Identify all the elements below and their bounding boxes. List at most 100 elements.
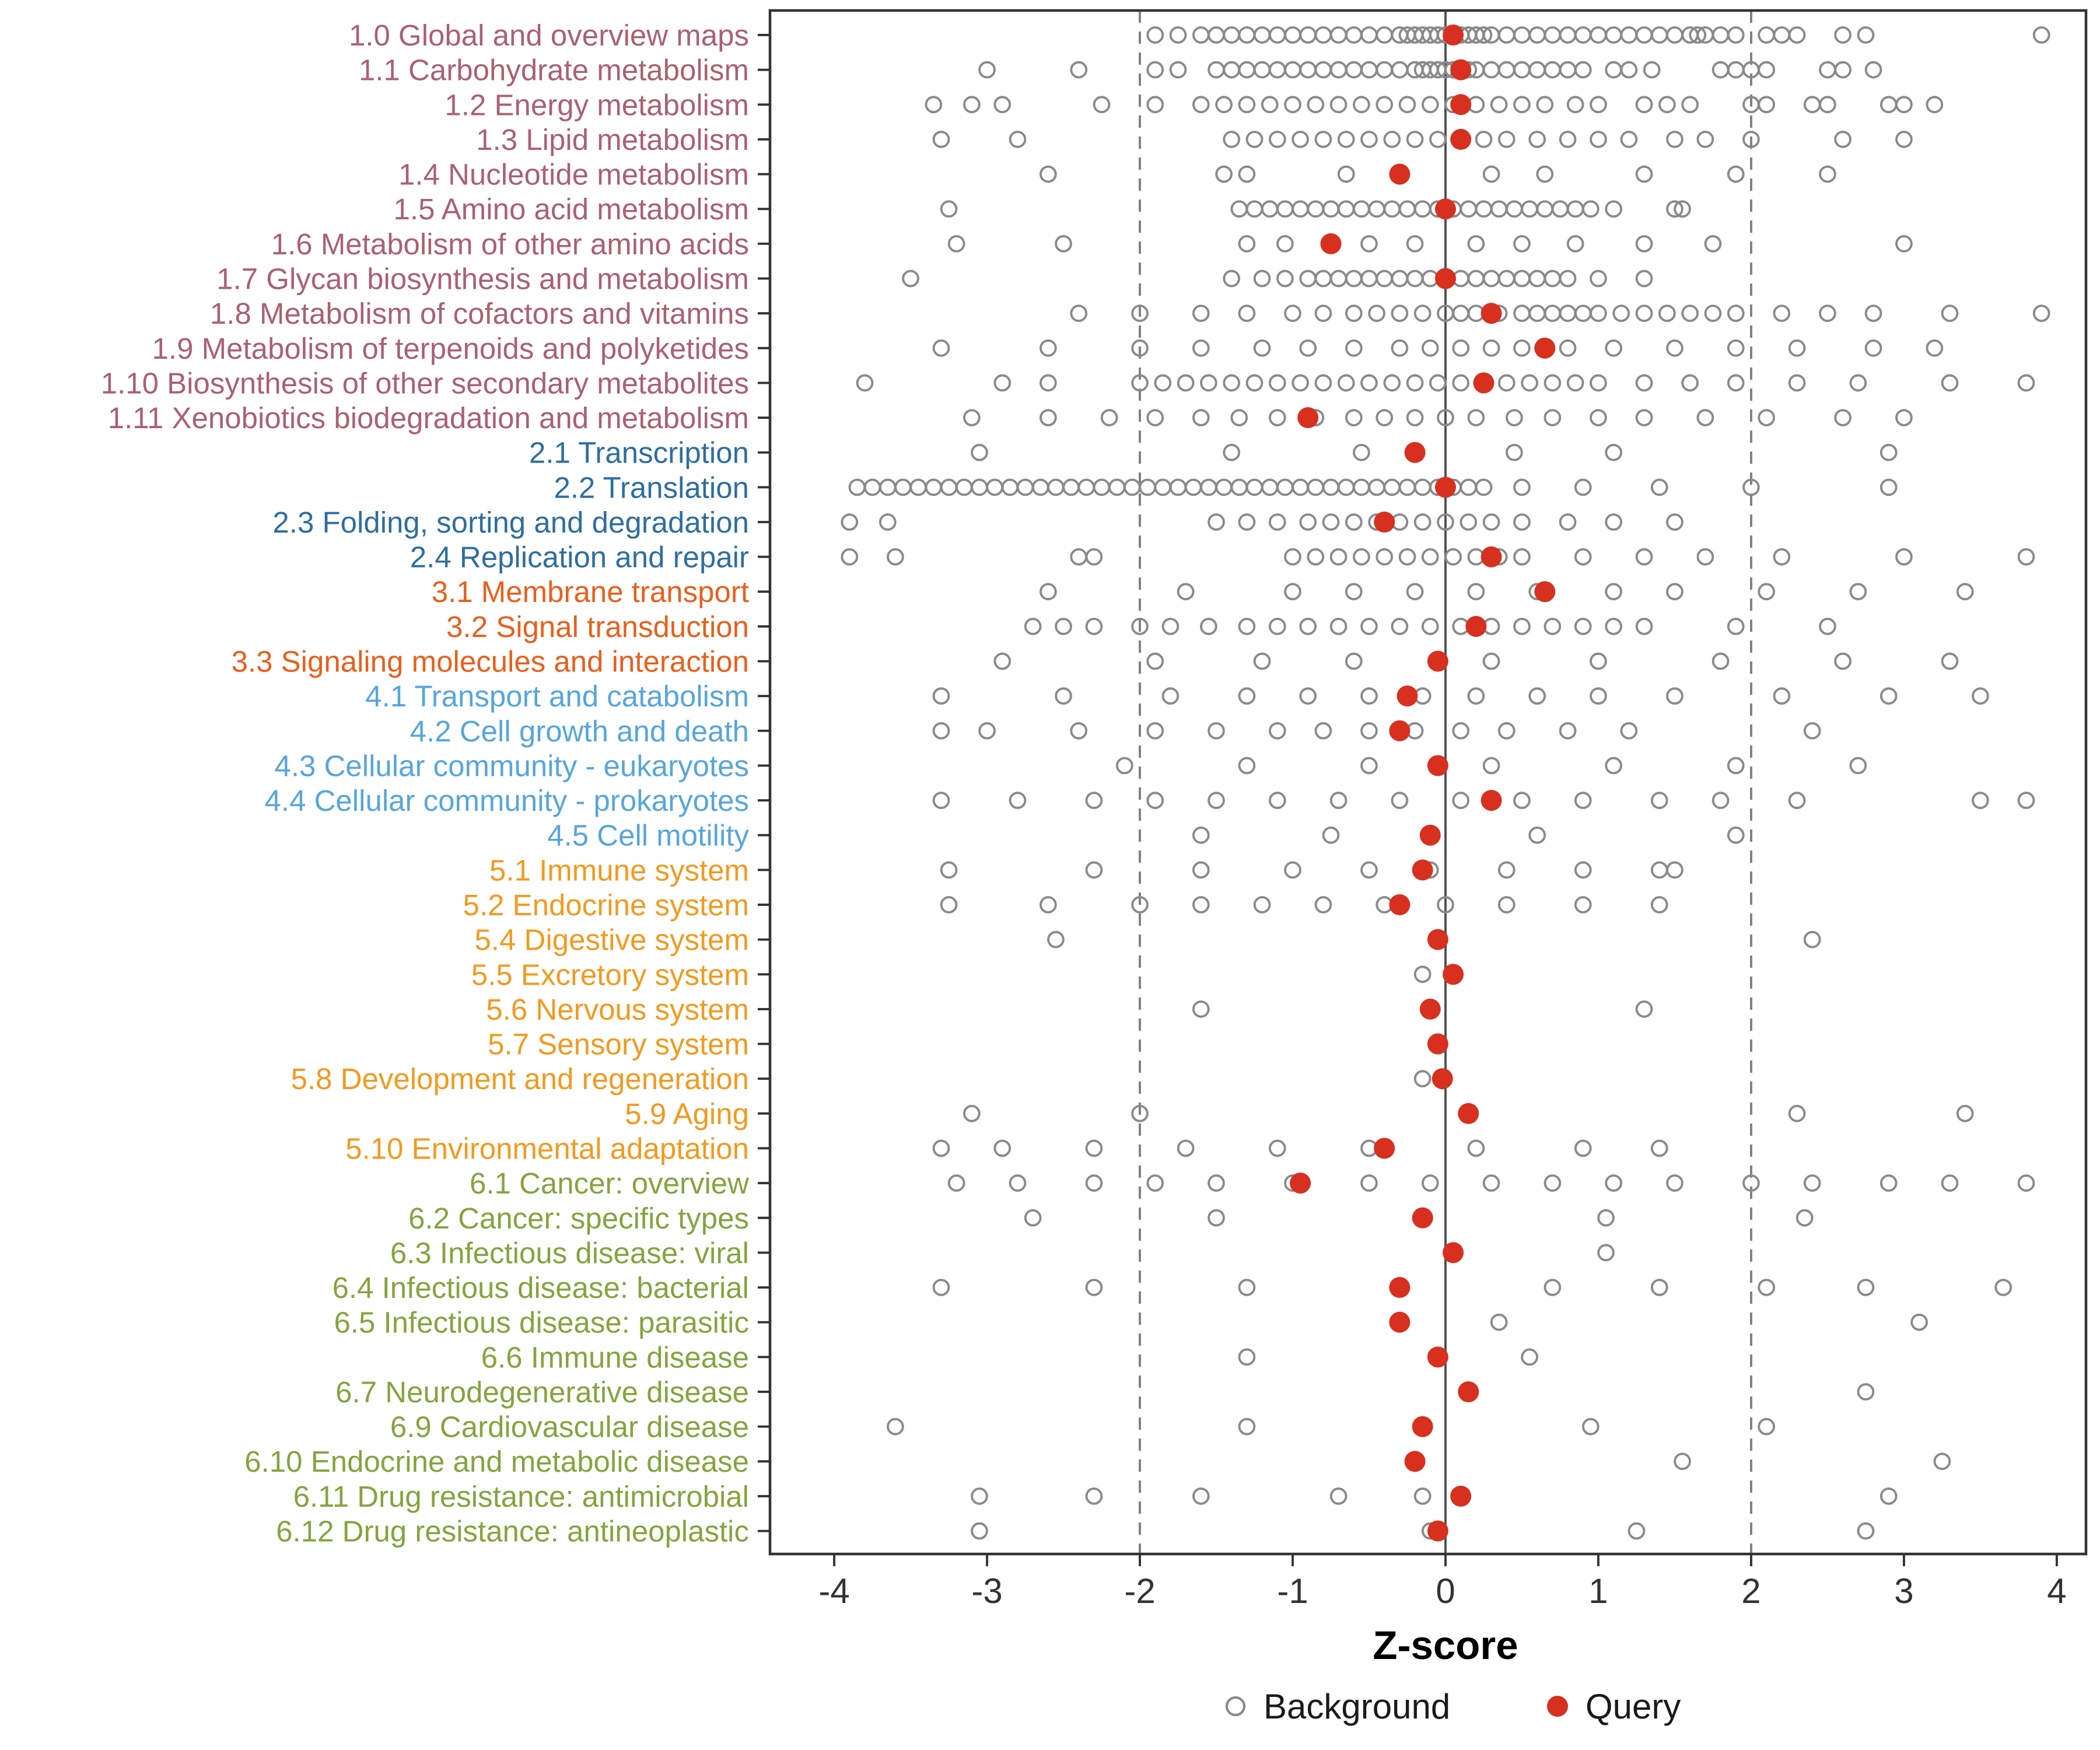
background-point <box>1460 200 1478 218</box>
background-point <box>1169 478 1187 496</box>
y-axis-label: 4.3 Cellular community - eukaryotes <box>275 749 750 782</box>
background-point <box>1429 374 1447 392</box>
x-tick-label: -4 <box>818 1572 849 1611</box>
background-point <box>1742 131 1760 148</box>
background-point <box>1253 339 1271 357</box>
background-point <box>1329 61 1348 79</box>
background-point <box>1727 26 1745 44</box>
query-point <box>1443 24 1464 46</box>
background-point <box>1857 1383 1875 1401</box>
background-point <box>1467 270 1485 288</box>
background-point <box>1452 339 1470 357</box>
background-point <box>1590 96 1607 114</box>
background-point <box>1360 722 1378 740</box>
background-point <box>1299 618 1317 635</box>
query-point <box>1458 1381 1479 1402</box>
background-point <box>1597 1209 1615 1227</box>
background-point <box>1085 1139 1103 1157</box>
background-point <box>1467 235 1485 253</box>
query-point <box>1427 650 1448 672</box>
background-point <box>1391 618 1409 635</box>
background-point <box>1497 131 1516 148</box>
background-point <box>1184 478 1202 496</box>
background-point <box>1559 270 1577 288</box>
background-point <box>1215 478 1233 496</box>
y-axis-label: 1.3 Lipid metabolism <box>476 123 749 156</box>
background-point <box>1215 165 1233 183</box>
y-axis-label: 6.5 Infectious disease: parasitic <box>334 1306 749 1339</box>
background-point <box>1513 513 1531 531</box>
background-point <box>1513 61 1531 79</box>
x-tick-label: -3 <box>971 1572 1002 1611</box>
background-point <box>1880 687 1898 705</box>
background-point <box>1391 61 1409 79</box>
background-point <box>1299 26 1317 44</box>
background-point <box>1590 409 1607 426</box>
query-point <box>1450 1485 1472 1507</box>
background-point <box>1497 61 1516 79</box>
background-point <box>1192 339 1210 357</box>
background-point <box>1284 26 1301 44</box>
background-point <box>1421 548 1439 566</box>
background-point <box>932 339 950 357</box>
background-point <box>1803 96 1821 114</box>
query-point <box>1412 859 1433 881</box>
background-point <box>1536 165 1554 183</box>
x-tick-label: 4 <box>2047 1572 2066 1611</box>
background-point <box>1040 339 1057 357</box>
background-point <box>1864 304 1882 322</box>
background-point <box>1605 339 1623 357</box>
background-point <box>902 270 919 288</box>
background-point <box>1933 1452 1951 1471</box>
background-point <box>1574 61 1592 79</box>
background-point <box>1566 374 1584 392</box>
background-point <box>1253 270 1271 288</box>
query-point <box>1480 546 1502 568</box>
background-point <box>1200 374 1217 392</box>
background-point <box>1513 235 1531 253</box>
background-point <box>878 513 897 531</box>
background-point <box>1284 861 1301 879</box>
background-point <box>887 1418 904 1436</box>
background-point <box>1834 26 1852 44</box>
background-point <box>1727 61 1745 79</box>
background-point <box>1085 861 1103 879</box>
background-point <box>1666 339 1684 357</box>
background-point <box>909 478 928 496</box>
background-point <box>993 1139 1012 1157</box>
background-point <box>1574 26 1592 44</box>
background-point <box>1055 687 1072 705</box>
query-point <box>1534 581 1556 603</box>
background-point <box>1284 61 1301 79</box>
background-point <box>1475 478 1493 496</box>
query-point <box>1427 1033 1448 1055</box>
background-point <box>1497 722 1516 740</box>
background-point <box>1307 200 1325 218</box>
background-point <box>1345 513 1363 531</box>
background-point <box>1238 26 1256 44</box>
background-point <box>1139 478 1156 496</box>
y-axis-label: 5.9 Aging <box>625 1097 749 1130</box>
background-point <box>1208 722 1225 740</box>
background-point <box>1360 270 1378 288</box>
background-point <box>1070 548 1088 566</box>
background-point <box>1337 200 1355 218</box>
legend-background-icon <box>1225 1696 1246 1717</box>
query-point <box>1320 233 1342 254</box>
background-point <box>1497 374 1516 392</box>
background-point <box>1360 374 1378 392</box>
background-point <box>971 1522 988 1540</box>
background-point <box>971 443 988 461</box>
background-point <box>1758 26 1775 44</box>
background-point <box>1238 235 1256 253</box>
background-point <box>1544 618 1562 635</box>
background-point <box>1223 443 1241 461</box>
query-point <box>1443 964 1464 985</box>
background-point <box>1406 131 1424 148</box>
background-point <box>1574 548 1592 566</box>
background-point <box>1437 896 1454 914</box>
background-point <box>1590 652 1607 670</box>
background-point <box>1590 270 1607 288</box>
background-point <box>1131 896 1149 914</box>
background-point <box>1926 339 1944 357</box>
